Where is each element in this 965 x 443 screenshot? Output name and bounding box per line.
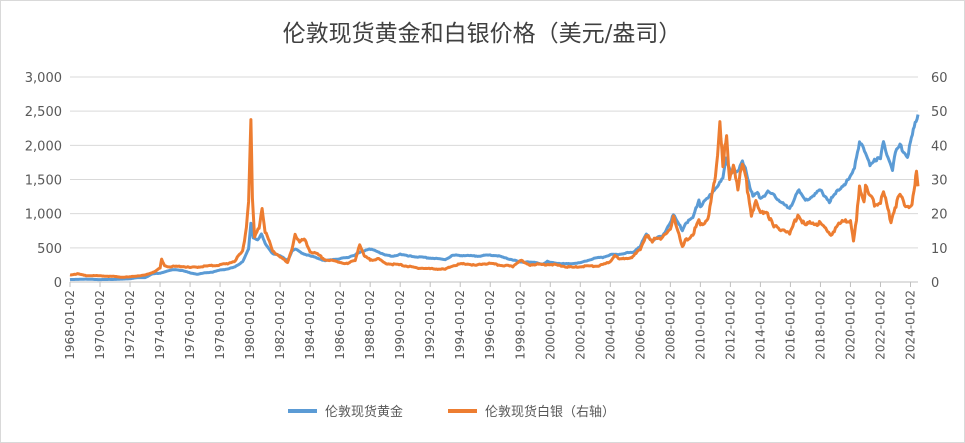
x-tick-label: 2002-01-02 bbox=[573, 290, 587, 360]
series-line-silver bbox=[69, 118, 920, 279]
y-left-tick-label: 2,000 bbox=[25, 139, 62, 154]
y-right-tick-label: 20 bbox=[931, 208, 948, 223]
y-right-tick-label: 10 bbox=[931, 242, 948, 257]
y-axis-right: 0 10 20 30 40 50 60 bbox=[931, 71, 948, 291]
legend-label-gold: 伦敦现货黄金 bbox=[325, 404, 403, 420]
x-tick-label: 2014-01-02 bbox=[753, 290, 767, 360]
x-tick-label: 2020-01-02 bbox=[843, 290, 857, 360]
x-tick-label: 1980-01-02 bbox=[243, 290, 257, 360]
x-tick-label: 2012-01-02 bbox=[723, 290, 737, 360]
x-tick-label: 1974-01-02 bbox=[153, 290, 167, 360]
x-tick-label: 1994-01-02 bbox=[453, 290, 467, 360]
x-tick-label: 2004-01-02 bbox=[603, 290, 617, 360]
x-tick-label: 1986-01-02 bbox=[333, 290, 347, 360]
x-tick-label: 1982-01-02 bbox=[273, 290, 287, 360]
y-left-tick-label: 1,000 bbox=[25, 208, 62, 223]
x-tick-label: 1998-01-02 bbox=[513, 290, 527, 360]
y-left-tick-label: 0 bbox=[54, 276, 62, 291]
y-left-tick-label: 500 bbox=[37, 242, 62, 257]
x-tick-label: 2022-01-02 bbox=[873, 290, 887, 360]
y-axis-left: 0 500 1,000 1,500 2,000 2,500 3,000 bbox=[25, 71, 62, 291]
x-tick-label: 2006-01-02 bbox=[633, 290, 647, 360]
x-tick-label: 2010-01-02 bbox=[693, 290, 707, 360]
y-right-tick-label: 30 bbox=[931, 174, 948, 189]
x-tick-label: 2024-01-02 bbox=[903, 290, 917, 360]
y-left-tick-label: 3,000 bbox=[25, 71, 62, 86]
y-right-tick-label: 60 bbox=[931, 71, 948, 86]
x-tick-label: 1976-01-02 bbox=[183, 290, 197, 360]
y-left-tick-label: 1,500 bbox=[25, 174, 62, 189]
x-tick-label: 2018-01-02 bbox=[813, 290, 827, 360]
legend: 伦敦现货黄金 伦敦现货白银（右轴） bbox=[288, 404, 615, 420]
legend-label-silver: 伦敦现货白银（右轴） bbox=[485, 404, 615, 420]
x-tick-label: 1984-01-02 bbox=[303, 290, 317, 360]
x-axis: 1968-01-02 1970-01-02 1972-01-02 1974-01-02… bbox=[63, 281, 918, 360]
x-tick-label: 1990-01-02 bbox=[393, 290, 407, 360]
x-tick-label: 1978-01-02 bbox=[213, 290, 227, 360]
gridlines bbox=[70, 76, 918, 283]
x-tick-label: 2000-01-02 bbox=[543, 290, 557, 360]
series-line-gold bbox=[69, 114, 920, 282]
x-tick-label: 1968-01-02 bbox=[63, 290, 77, 360]
x-tick-label: 1970-01-02 bbox=[93, 290, 107, 360]
y-left-tick-label: 2,500 bbox=[25, 105, 62, 120]
x-tick-label: 1992-01-02 bbox=[423, 290, 437, 360]
series-group bbox=[69, 114, 920, 282]
chart-title: 伦敦现货黄金和白银价格（美元/盎司） bbox=[283, 21, 682, 47]
y-right-tick-label: 50 bbox=[931, 105, 948, 120]
x-tick-label: 2016-01-02 bbox=[783, 290, 797, 360]
x-tick-label: 2008-01-02 bbox=[663, 290, 677, 360]
y-right-tick-label: 0 bbox=[931, 276, 939, 291]
y-right-tick-label: 40 bbox=[931, 139, 948, 154]
x-tick-label: 1972-01-02 bbox=[123, 290, 137, 360]
x-tick-label: 1996-01-02 bbox=[483, 290, 497, 360]
x-tick-label: 1988-01-02 bbox=[363, 290, 377, 360]
